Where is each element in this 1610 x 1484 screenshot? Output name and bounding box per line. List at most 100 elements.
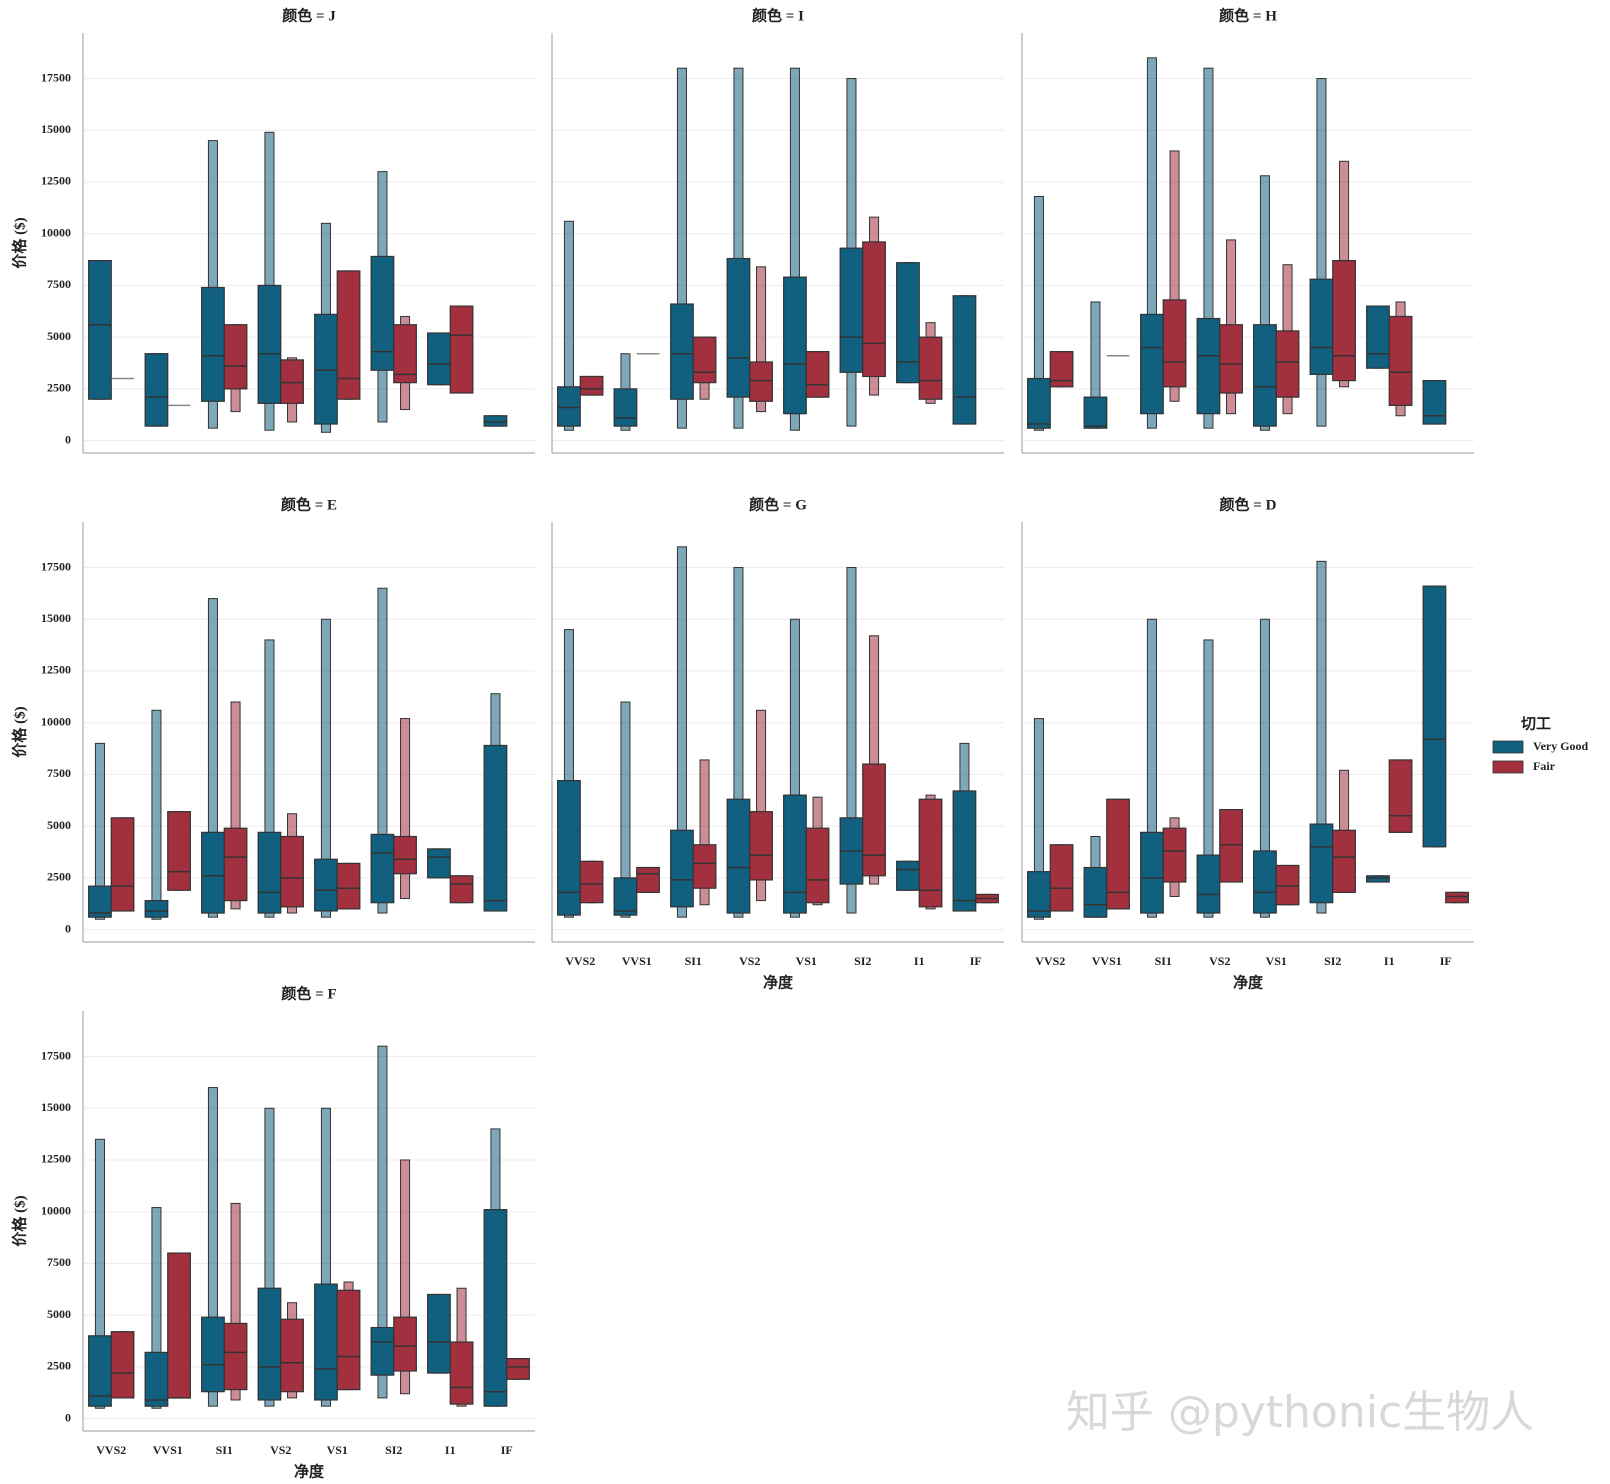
y-tick-label: 0 xyxy=(65,1410,71,1424)
tail xyxy=(756,709,767,902)
box xyxy=(805,827,830,904)
box xyxy=(223,324,248,390)
y-tick-label: 15000 xyxy=(41,122,71,136)
y-tick-label: 12500 xyxy=(41,1152,71,1166)
box xyxy=(110,1331,135,1399)
y-tick-label: 10000 xyxy=(41,225,71,239)
box xyxy=(427,1293,451,1374)
tail xyxy=(789,67,800,431)
tail xyxy=(400,718,411,900)
box xyxy=(336,270,361,400)
box xyxy=(257,284,282,404)
y-tick-label: 5000 xyxy=(47,329,71,343)
tail xyxy=(230,701,241,910)
panel-title: 颜色 = F xyxy=(281,984,336,1002)
tail xyxy=(1203,67,1214,429)
box xyxy=(483,415,508,427)
legend-title: 切工 xyxy=(1521,715,1551,732)
y-tick-label: 10000 xyxy=(41,1203,71,1217)
x-tick-label: SI2 xyxy=(854,954,871,968)
box xyxy=(167,1252,191,1399)
box xyxy=(952,295,977,425)
box xyxy=(393,1316,417,1372)
x-tick-label: SI2 xyxy=(1324,954,1341,968)
box xyxy=(1027,377,1051,429)
legend-label: Very Good xyxy=(1533,739,1589,753)
box xyxy=(783,794,807,914)
watermark: 知乎 @pythonic生物人 xyxy=(1066,1387,1534,1438)
tail xyxy=(94,742,105,920)
box xyxy=(670,303,694,400)
box xyxy=(201,286,225,402)
box xyxy=(1049,844,1074,912)
x-tick-label: VVS1 xyxy=(622,954,652,968)
x-tick-label: VVS2 xyxy=(96,1443,126,1457)
box xyxy=(336,1289,361,1391)
x-tick-label: VS1 xyxy=(327,1443,348,1457)
tail xyxy=(733,567,744,918)
tail xyxy=(151,1207,162,1409)
tail xyxy=(1146,57,1157,429)
x-tick-label: VS2 xyxy=(739,954,760,968)
box xyxy=(1388,315,1413,407)
box xyxy=(783,276,807,415)
x-tick-label: VS2 xyxy=(1209,954,1230,968)
y-tick-label: 17500 xyxy=(41,70,71,84)
tail xyxy=(1203,639,1214,918)
tail xyxy=(1169,150,1180,402)
box xyxy=(896,860,920,891)
x-tick-label: VVS1 xyxy=(153,1443,183,1457)
box xyxy=(636,866,660,893)
box xyxy=(110,817,135,912)
tail xyxy=(207,598,218,918)
tail xyxy=(400,1159,411,1395)
box xyxy=(201,1316,225,1393)
x-tick-label: VVS2 xyxy=(1035,954,1065,968)
box xyxy=(280,359,304,404)
box xyxy=(393,324,417,384)
x-axis-label: 净度 xyxy=(294,1462,325,1480)
box xyxy=(144,1351,169,1407)
box xyxy=(1106,798,1130,910)
tail xyxy=(264,131,275,431)
box xyxy=(144,900,169,918)
legend-label: Fair xyxy=(1533,759,1556,773)
box xyxy=(280,1318,304,1393)
box xyxy=(1253,324,1277,427)
y-tick-label: 15000 xyxy=(41,1100,71,1114)
tail xyxy=(846,567,857,914)
box xyxy=(918,336,943,400)
tail xyxy=(230,1202,241,1401)
tail xyxy=(789,618,800,918)
panel-title: 颜色 = H xyxy=(1219,6,1277,24)
box xyxy=(314,313,338,425)
tail xyxy=(563,220,574,431)
box xyxy=(1083,866,1108,918)
panel-title: 颜色 = E xyxy=(281,495,337,513)
box xyxy=(1366,305,1390,369)
tail xyxy=(756,266,767,413)
box xyxy=(749,361,773,402)
box xyxy=(370,1326,395,1376)
box xyxy=(449,875,474,904)
y-tick-label: 0 xyxy=(65,921,71,935)
box xyxy=(557,780,581,916)
box xyxy=(201,831,225,914)
box xyxy=(952,790,977,912)
box xyxy=(1366,875,1390,883)
tail xyxy=(676,67,687,429)
box xyxy=(483,744,508,912)
box xyxy=(1388,759,1413,833)
box xyxy=(1140,831,1164,914)
panel-title: 颜色 = G xyxy=(749,495,807,513)
tail xyxy=(1316,78,1327,427)
tail xyxy=(1259,175,1270,431)
tail xyxy=(620,701,631,918)
box xyxy=(88,259,112,400)
y-tick-label: 12500 xyxy=(41,663,71,677)
box xyxy=(1422,379,1447,425)
tail xyxy=(377,1045,388,1399)
box xyxy=(336,862,361,910)
box xyxy=(144,353,169,427)
